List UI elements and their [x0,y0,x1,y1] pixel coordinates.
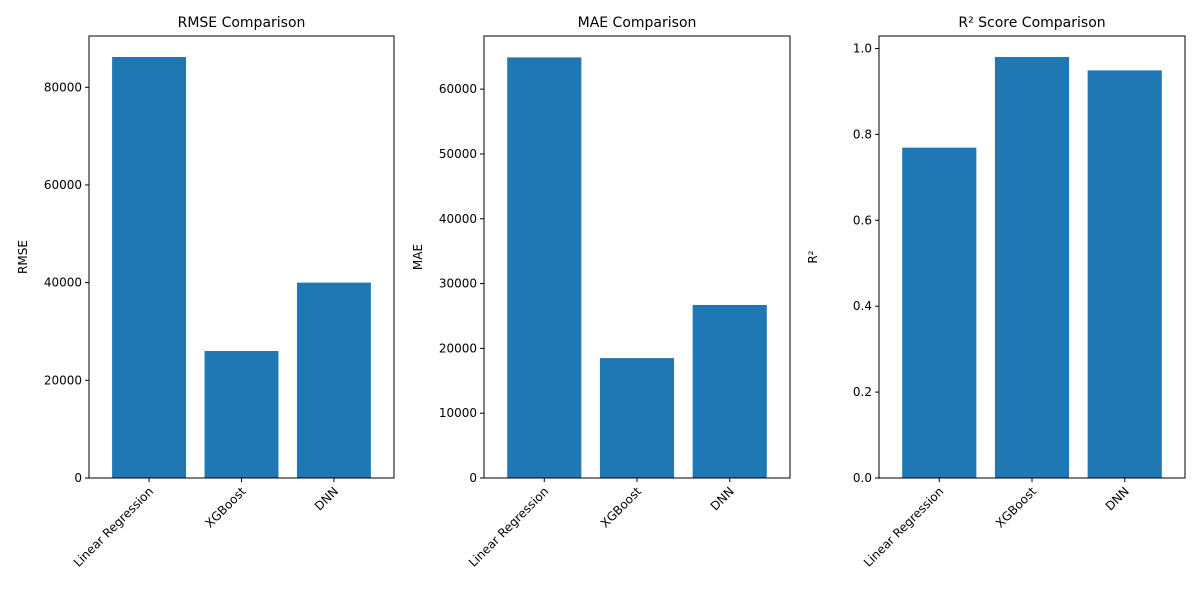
rmse-y-tick-label: 80000 [44,80,82,94]
mae-plot-frame [483,35,791,479]
r2-y-tick-label: 0.2 [853,385,872,399]
mae-bar-xgboost [599,358,675,478]
rmse-bar-xgboost [204,351,279,478]
r2-bar-dnn [1087,70,1162,478]
mae-y-tick-label: 50000 [439,147,477,161]
rmse-chart-title: RMSE Comparison [178,15,306,31]
rmse-y-tick-label: 60000 [44,178,82,192]
rmse-y-tick-label: 20000 [44,373,82,387]
mae-y-tick-label: 10000 [439,406,477,420]
mae-y-tick-label: 20000 [439,341,477,355]
r2-chart-title: R² Score Comparison [958,15,1105,31]
r2-y-tick-label: 0.0 [853,471,872,485]
r2-y-tick-label: 0.6 [853,213,872,227]
mae-y-tick-label: 60000 [439,82,477,96]
mae-y-tick-label: 0 [469,471,477,485]
r2-y-ticks: 0.0 0.2 0.4 0.6 0.8 1.0 [853,41,879,485]
rmse-bars [112,57,371,479]
rmse-y-axis-label: RMSE [16,240,30,274]
r2-y-axis-label: R² [806,250,820,263]
r2-y-tick-label: 0.8 [853,127,872,141]
mae-bar-dnn [692,304,767,478]
mae-bars [507,57,767,479]
rmse-bar-dnn [296,282,371,478]
mae-y-ticks: 0 10000 20000 30000 40000 50000 60000 [439,82,484,485]
rmse-y-ticks: 0 20000 40000 60000 80000 [44,80,89,485]
mae-y-tick-label: 30000 [439,277,477,291]
mae-y-axis-label: MAE [411,244,425,270]
mae-chart-title: MAE Comparison [578,15,697,31]
mae-y-tick-label: 40000 [439,212,477,226]
rmse-bar-linear-regression [112,57,187,479]
r2-y-tick-label: 0.4 [853,299,872,313]
r2-bar-linear-regression [902,147,977,478]
rmse-y-tick-label: 40000 [44,276,82,290]
rmse-y-tick-label: 0 [74,471,82,485]
rmse-plot-frame [88,35,395,479]
r2-plot-frame [878,35,1186,479]
r2-y-tick-label: 1.0 [853,41,872,55]
mae-chart-panel: MAE Comparison MAE 0 10000 20000 30000 40000… [411,15,791,570]
mae-bar-linear-regression [507,57,582,479]
r2-bar-xgboost [994,57,1070,479]
r2-bars [902,57,1162,479]
